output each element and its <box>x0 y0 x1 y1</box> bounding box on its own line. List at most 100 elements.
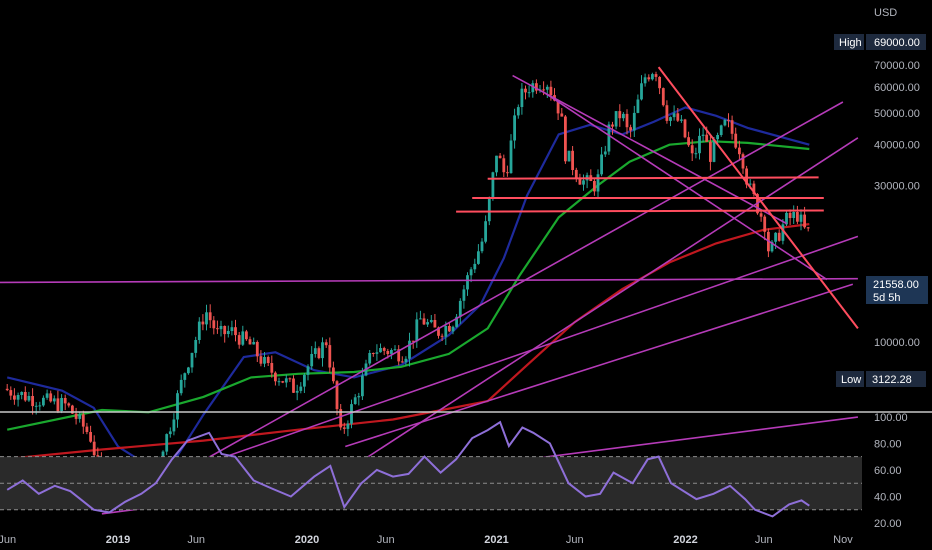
candle <box>451 326 455 332</box>
candle <box>687 137 690 146</box>
candle <box>531 83 535 93</box>
rsi-pane[interactable] <box>0 420 862 518</box>
candle <box>571 150 574 170</box>
candle <box>440 335 444 337</box>
time-axis[interactable]: Jun 2019 Jun 2020 Jun 2021 Jun 2022 Jun Nov <box>0 534 853 546</box>
time-tick-label: Jun <box>755 534 773 546</box>
candle <box>640 83 643 100</box>
price-tick-label: 40000.00 <box>874 140 920 152</box>
candle <box>770 241 774 252</box>
candle <box>567 150 571 162</box>
candle <box>234 327 237 336</box>
rsi-axis[interactable]: 100.00 80.00 60.00 40.00 20.00 <box>874 412 908 530</box>
candle <box>477 251 480 264</box>
low-marker: Low 3122.28 <box>836 371 926 387</box>
candle <box>78 414 82 419</box>
candle <box>480 241 484 252</box>
time-tick-label: Nov <box>833 534 853 546</box>
candle <box>382 348 386 351</box>
candle <box>647 77 651 80</box>
candle <box>397 349 401 362</box>
candle <box>527 92 531 94</box>
candle <box>168 431 172 435</box>
candle <box>67 403 71 406</box>
low-value: 3122.28 <box>872 374 912 386</box>
candle <box>194 340 198 353</box>
candle <box>379 348 382 353</box>
candle <box>513 115 516 141</box>
candle <box>614 111 618 127</box>
candle <box>419 318 422 320</box>
candle <box>792 212 796 218</box>
last-price-box <box>866 276 928 304</box>
candle <box>622 113 625 119</box>
price-tick-label: 30000.00 <box>874 181 920 193</box>
candle <box>491 172 495 198</box>
candle <box>187 367 190 374</box>
candle <box>13 395 16 400</box>
candle <box>719 125 723 135</box>
price-tick-label: 10000.00 <box>874 337 920 349</box>
high-label-box <box>834 34 864 50</box>
candle <box>277 381 281 383</box>
candle <box>226 331 230 334</box>
candle <box>669 117 672 121</box>
candle <box>712 139 716 162</box>
candle <box>313 348 317 354</box>
candle <box>665 105 669 121</box>
candle <box>190 352 194 368</box>
candle <box>705 134 709 142</box>
time-tick-label: Jun <box>377 534 395 546</box>
candle <box>317 348 321 359</box>
candle <box>578 178 582 185</box>
candle <box>603 151 607 155</box>
price-axis[interactable]: USD 70000.00 60000.00 50000.00 40000.00 3000… <box>874 7 920 349</box>
candle <box>205 312 208 325</box>
candle <box>564 116 567 162</box>
candle <box>176 393 179 420</box>
candle <box>408 340 411 359</box>
candle <box>92 441 96 456</box>
candle <box>796 212 799 222</box>
high-value: 69000.00 <box>874 37 920 49</box>
candle <box>806 227 810 229</box>
candle <box>596 174 600 192</box>
candle <box>208 312 212 321</box>
candle <box>734 133 738 148</box>
candle <box>284 378 288 383</box>
candle <box>223 326 227 335</box>
candle <box>346 423 350 429</box>
candle <box>709 141 712 162</box>
candle <box>255 342 259 357</box>
candle <box>643 77 647 84</box>
candle <box>252 342 256 345</box>
low-label: Low <box>841 374 861 386</box>
candle <box>71 405 74 414</box>
candle <box>549 86 553 96</box>
price-pane[interactable] <box>0 66 859 515</box>
candle <box>216 328 219 330</box>
candle <box>295 390 299 393</box>
candle <box>694 153 698 155</box>
candle <box>335 381 339 410</box>
candle <box>5 388 9 391</box>
candle <box>16 395 20 400</box>
candle <box>219 326 223 330</box>
moving-average-line <box>6 140 810 431</box>
candle <box>535 83 538 91</box>
candle <box>183 373 187 380</box>
candle <box>20 392 24 395</box>
candle <box>266 357 270 363</box>
candle <box>404 358 408 363</box>
candle <box>600 154 603 175</box>
candle <box>444 326 448 337</box>
candle <box>785 212 788 225</box>
candle <box>241 331 245 345</box>
candle <box>625 113 629 128</box>
candle <box>495 155 498 173</box>
rsi-tick-label: 40.00 <box>874 491 902 503</box>
candle <box>288 378 292 380</box>
candle <box>607 124 611 152</box>
candle <box>574 169 578 178</box>
